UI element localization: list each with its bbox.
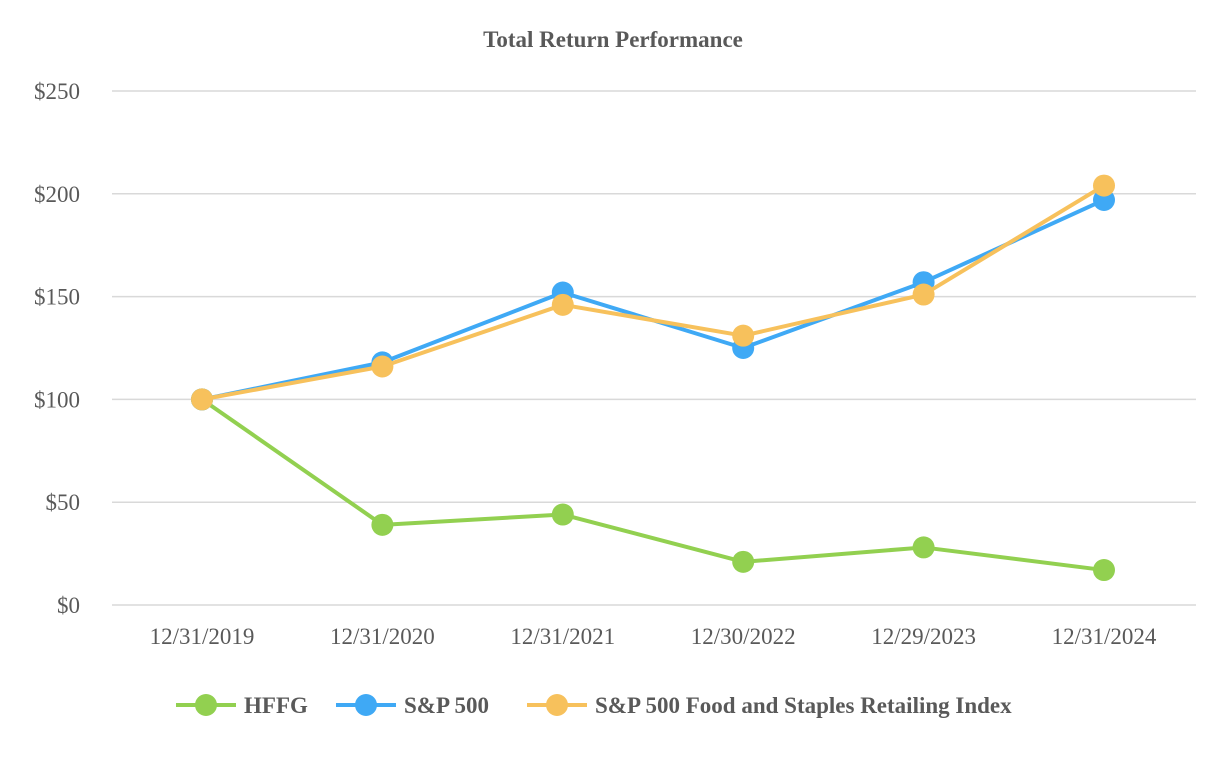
x-tick-label: 12/31/2024 xyxy=(1052,624,1157,649)
data-point xyxy=(1093,174,1115,197)
y-tick-label: $50 xyxy=(46,490,81,515)
series-2 xyxy=(191,174,1115,411)
series-lines xyxy=(191,174,1115,582)
legend-marker xyxy=(195,694,217,716)
data-point xyxy=(912,283,935,306)
series-line xyxy=(200,397,1105,573)
data-point xyxy=(732,324,755,347)
data-point xyxy=(371,355,394,378)
y-tick-label: $0 xyxy=(57,593,80,618)
series-0 xyxy=(191,388,1115,582)
x-tick-label: 12/30/2022 xyxy=(691,624,796,649)
chart-title: Total Return Performance xyxy=(483,27,743,52)
gridlines xyxy=(112,90,1196,606)
legend-item: HFFG xyxy=(176,693,308,718)
data-point xyxy=(551,503,574,526)
y-tick-label: $200 xyxy=(34,182,80,207)
x-tick-label: 12/31/2019 xyxy=(150,624,255,649)
y-tick-label: $150 xyxy=(34,285,80,310)
legend-marker xyxy=(546,694,568,716)
legend: HFFG S&P 500 S&P 500 Food and Staples Reta… xyxy=(176,693,1012,718)
y-axis-tick-labels: $0 $50 $100 $150 $200 $250 xyxy=(34,79,80,618)
legend-label: HFFG xyxy=(244,693,308,718)
legend-item: S&P 500 xyxy=(336,693,489,718)
x-tick-label: 12/31/2020 xyxy=(330,624,435,649)
data-point xyxy=(371,513,394,536)
y-tick-label: $250 xyxy=(34,79,80,104)
data-point xyxy=(551,293,574,316)
x-tick-label: 12/29/2023 xyxy=(871,624,976,649)
y-tick-label: $100 xyxy=(34,387,80,412)
data-point xyxy=(732,550,755,573)
x-axis-tick-labels: 12/31/2019 12/31/2020 12/31/2021 12/30/2022… xyxy=(150,624,1157,649)
series-line xyxy=(201,183,1106,402)
x-tick-label: 12/31/2021 xyxy=(510,624,615,649)
legend-item: S&P 500 Food and Staples Retailing Index xyxy=(527,693,1012,718)
legend-label: S&P 500 Food and Staples Retailing Index xyxy=(595,693,1012,718)
legend-label: S&P 500 xyxy=(404,693,489,718)
data-point xyxy=(912,536,935,559)
data-point xyxy=(1093,559,1115,582)
legend-marker xyxy=(355,694,377,716)
data-point xyxy=(191,388,213,411)
series-line xyxy=(201,198,1105,402)
